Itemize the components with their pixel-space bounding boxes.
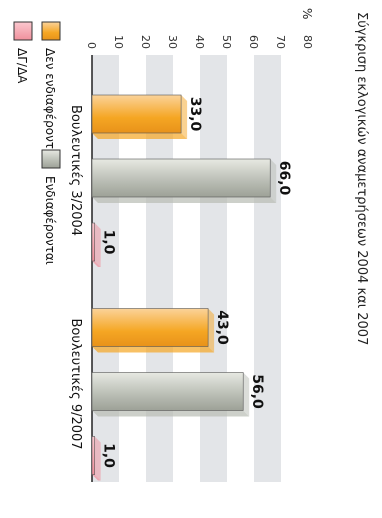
y-tick-label: 80 <box>301 35 314 49</box>
y-tick-label: 20 <box>139 35 152 49</box>
y-tick-label: 50 <box>220 35 233 49</box>
y-tick-label: 40 <box>193 35 206 49</box>
legend-label: ΔΓ/ΔΑ <box>15 48 29 84</box>
legend-swatch <box>41 21 61 41</box>
bar <box>91 372 244 411</box>
bar-top <box>270 159 277 203</box>
bar <box>91 436 96 475</box>
category-label: Βουλευτικές 3/2004 <box>68 105 83 236</box>
bar-top <box>243 372 250 417</box>
bar-top <box>94 223 101 267</box>
legend-swatch <box>13 21 33 41</box>
y-tick-label: 70 <box>274 35 287 49</box>
y-axis-label: % <box>300 8 314 19</box>
bar <box>91 222 96 262</box>
y-tick-label: 0 <box>85 42 98 49</box>
y-tick-label: 30 <box>166 35 179 49</box>
bar <box>91 158 271 198</box>
bar-side <box>92 261 101 267</box>
data-label: 1,0 <box>101 230 117 255</box>
chart-title: Σύγκριση εκλογικών αναμετρήσεων 2004 και… <box>354 12 369 345</box>
bar <box>91 308 209 347</box>
data-label: 56,0 <box>249 374 265 409</box>
bar-side <box>92 346 215 353</box>
bar-top <box>181 95 188 139</box>
legend-label: Δεν ενδιαφέρονται <box>43 48 57 161</box>
data-label: 43,0 <box>214 310 230 345</box>
bar-top <box>208 308 215 353</box>
grid-band <box>254 55 281 482</box>
legend-swatch <box>41 149 61 169</box>
data-label: 1,0 <box>101 443 117 468</box>
y-tick-label: 10 <box>112 35 125 49</box>
bar <box>91 94 182 134</box>
data-label: 33,0 <box>187 97 203 132</box>
bar-side <box>92 197 277 203</box>
bar-top <box>94 436 101 481</box>
legend-label: Ενδιαφέρονται <box>43 176 57 265</box>
bar-side <box>92 474 101 481</box>
data-label: 66,0 <box>276 161 292 196</box>
bar-side <box>92 133 188 139</box>
bar-side <box>92 410 250 417</box>
y-tick-label: 60 <box>247 35 260 49</box>
category-label: Βουλευτικές 9/2007 <box>68 319 83 450</box>
